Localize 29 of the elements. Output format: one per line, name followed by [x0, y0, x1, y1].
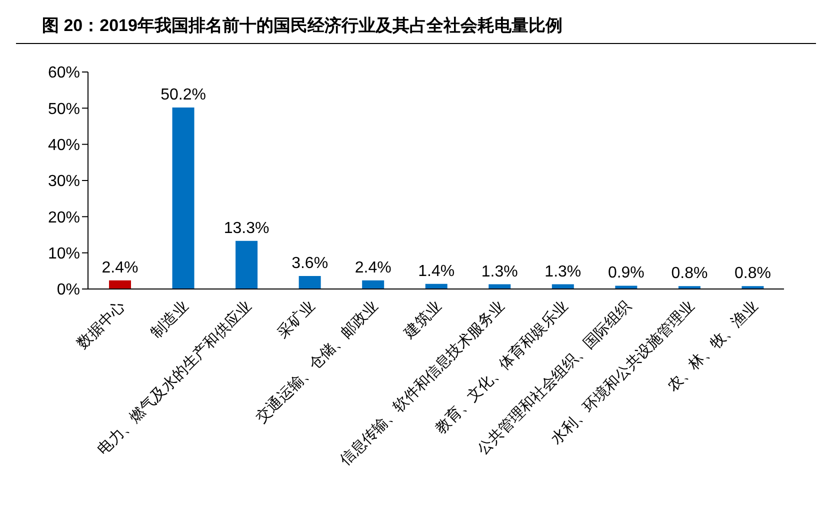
y-tick-label: 60%: [48, 64, 80, 82]
data-label: 1.4%: [418, 262, 455, 280]
y-tick-label: 50%: [48, 100, 80, 118]
bar: [236, 240, 258, 289]
bar: [172, 107, 194, 289]
y-tick-label: 0%: [56, 282, 80, 299]
bar: [362, 280, 384, 289]
y-tick-label: 40%: [48, 137, 80, 154]
y-tick-label: 30%: [48, 173, 80, 190]
x-tick-label: 制造业: [148, 298, 192, 342]
data-label: 2.4%: [354, 259, 392, 276]
bar: [109, 280, 131, 289]
data-label: 0.8%: [734, 265, 771, 282]
data-label: 2.4%: [102, 259, 138, 276]
data-label: 0.9%: [608, 264, 644, 282]
bar: [615, 286, 638, 289]
x-tick-label: 采矿业: [274, 298, 318, 342]
y-tick-label: 20%: [48, 209, 80, 226]
data-label: 1.3%: [481, 263, 518, 280]
bar: [298, 276, 321, 289]
x-tick-label: 数据中心: [74, 298, 128, 352]
data-label: 1.3%: [544, 263, 582, 280]
data-label: 3.6%: [292, 254, 328, 272]
data-label: 0.8%: [671, 265, 708, 282]
chart-title: 图 20：2019年我国排名前十的国民经济行业及其占全社会耗电量比例: [16, 8, 816, 44]
data-label: 50.2%: [160, 86, 206, 104]
y-tick-label: 10%: [48, 246, 80, 263]
x-tick-label: 建筑业: [400, 298, 445, 342]
data-label: 13.3%: [224, 220, 270, 237]
